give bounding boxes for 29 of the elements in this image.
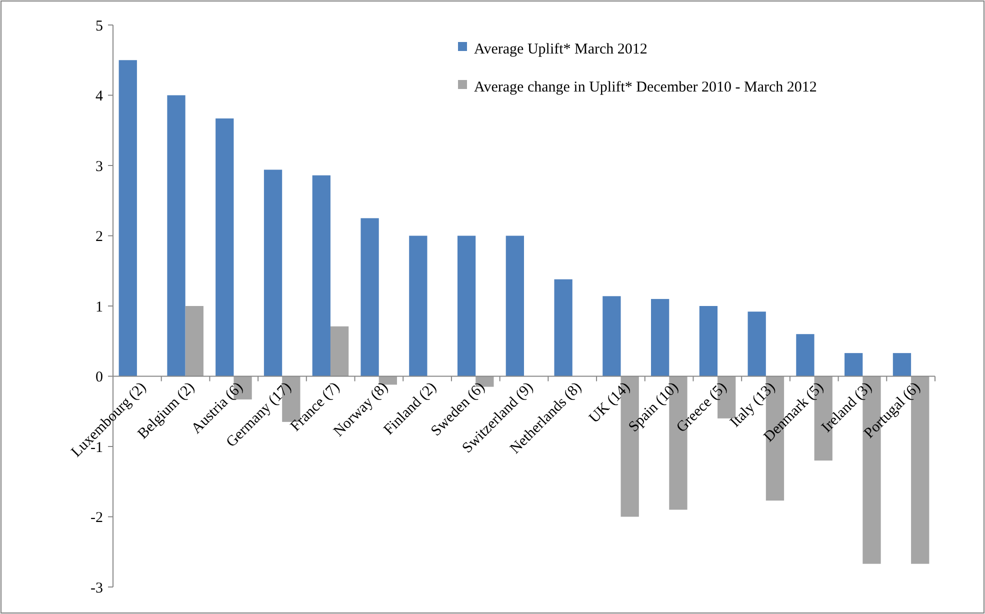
- bar: [699, 306, 718, 376]
- bar: [409, 236, 428, 376]
- bar: [602, 296, 621, 376]
- y-tick-label: 5: [96, 18, 103, 34]
- bar: [748, 312, 766, 376]
- y-tick-label: 4: [96, 88, 104, 104]
- bar: [216, 118, 234, 376]
- bar: [457, 236, 476, 376]
- y-tick-label: 1: [96, 299, 103, 316]
- y-tick-label: -2: [90, 510, 103, 526]
- y-tick-label: 0: [96, 370, 103, 386]
- bar: [360, 218, 379, 376]
- y-tick-label: 3: [96, 158, 103, 175]
- legend-label: Average change in Uplift* December 2010 - March 2012: [474, 79, 817, 96]
- bar: [844, 353, 863, 376]
- bar: [330, 326, 349, 376]
- bar: [167, 95, 186, 376]
- legend-label: Average Uplift* March 2012: [474, 41, 648, 58]
- bar: [796, 334, 814, 376]
- bar: [506, 236, 524, 376]
- y-tick-label: -3: [90, 580, 103, 596]
- bar: [892, 353, 912, 376]
- bar: [651, 298, 670, 376]
- bar: [264, 170, 282, 376]
- bar: [554, 279, 572, 376]
- bar: [118, 60, 137, 376]
- bar: [185, 306, 204, 376]
- bar: [312, 175, 330, 376]
- y-tick-label: 2: [96, 229, 103, 245]
